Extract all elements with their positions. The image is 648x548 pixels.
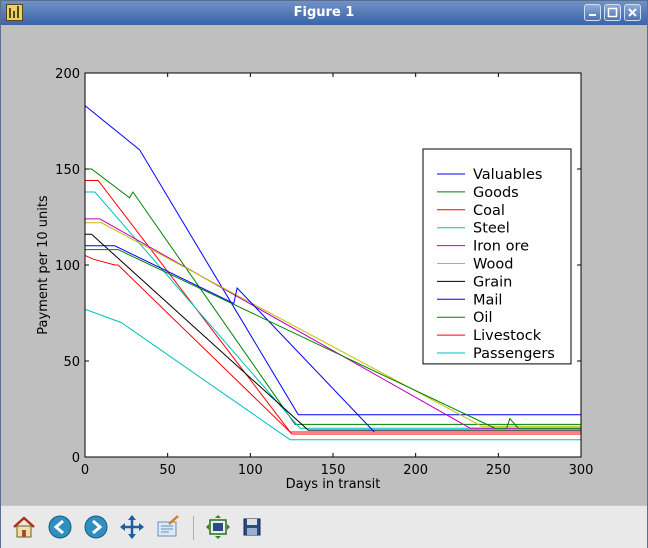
maximize-button[interactable] xyxy=(604,4,621,21)
plot-lines xyxy=(85,105,581,441)
series-line-5 xyxy=(85,222,581,427)
configure-subplots-icon[interactable] xyxy=(155,514,181,540)
minimize-icon xyxy=(589,14,596,16)
legend-label-6: Grain xyxy=(473,274,512,290)
series-line-1 xyxy=(85,168,581,425)
forward-icon[interactable] xyxy=(83,514,109,540)
toolbar-separator xyxy=(193,516,194,540)
legend-label-0: Valuables xyxy=(473,167,543,183)
legend-label-1: Goods xyxy=(473,185,519,201)
x-tick-label: 50 xyxy=(159,463,176,478)
x-tick-label: 300 xyxy=(569,463,594,478)
y-tick-label: 150 xyxy=(55,163,80,178)
y-tick-label: 100 xyxy=(55,259,80,274)
maximize-icon xyxy=(607,7,618,18)
legend-label-2: Coal xyxy=(473,203,505,219)
x-tick-label: 250 xyxy=(486,463,511,478)
figure-canvas: 0 50 100 150 200 250 300 0 50 100 150 200 Days in t… xyxy=(7,26,641,504)
legend-label-5: Wood xyxy=(473,257,513,273)
pan-icon[interactable] xyxy=(119,514,145,540)
window-title: Figure 1 xyxy=(293,5,355,20)
legend-label-8: Oil xyxy=(473,310,492,326)
series-line-8 xyxy=(85,249,581,429)
save-icon[interactable] xyxy=(239,514,265,540)
legend-box xyxy=(422,148,572,365)
series-line-0 xyxy=(85,105,581,416)
line-chart: 0 50 100 150 200 250 300 0 50 100 150 200 Days in t… xyxy=(36,67,593,492)
series-line-9 xyxy=(85,254,581,433)
y-tick-label: 200 xyxy=(55,67,80,82)
axes: 0 50 100 150 200 250 300 0 50 100 150 200 xyxy=(55,67,593,478)
series-line-6 xyxy=(85,233,581,431)
close-icon xyxy=(628,8,637,17)
x-axis-label: Days in transit xyxy=(286,477,381,492)
back-icon[interactable] xyxy=(47,514,73,540)
legend-label-10: Passengers xyxy=(473,346,555,362)
series-line-10 xyxy=(85,308,581,441)
legend-label-4: Iron ore xyxy=(473,239,529,255)
home-icon[interactable] xyxy=(11,514,37,540)
legend: Valuables Goods Coal Steel Iron ore WoodGrain… xyxy=(422,148,572,365)
x-tick-label: 200 xyxy=(403,463,428,478)
app-icon xyxy=(6,4,23,21)
x-tick-label: 0 xyxy=(81,463,89,478)
minimize-button[interactable] xyxy=(584,4,601,21)
close-button[interactable] xyxy=(624,4,641,21)
legend-label-3: Steel xyxy=(473,221,510,237)
title-bar[interactable]: Figure 1 xyxy=(1,1,647,25)
y-axis-label: Payment per 10 units xyxy=(36,195,51,335)
x-tick-label: 100 xyxy=(238,463,263,478)
navigation-toolbar xyxy=(1,505,647,548)
zoom-to-rect-icon[interactable] xyxy=(205,514,231,540)
legend-label-9: Livestock xyxy=(473,328,542,344)
y-tick-label: 50 xyxy=(63,355,80,370)
x-tick-label: 150 xyxy=(321,463,346,478)
series-line-3 xyxy=(85,191,581,429)
legend-label-7: Mail xyxy=(473,292,502,308)
y-tick-label: 0 xyxy=(72,451,80,466)
